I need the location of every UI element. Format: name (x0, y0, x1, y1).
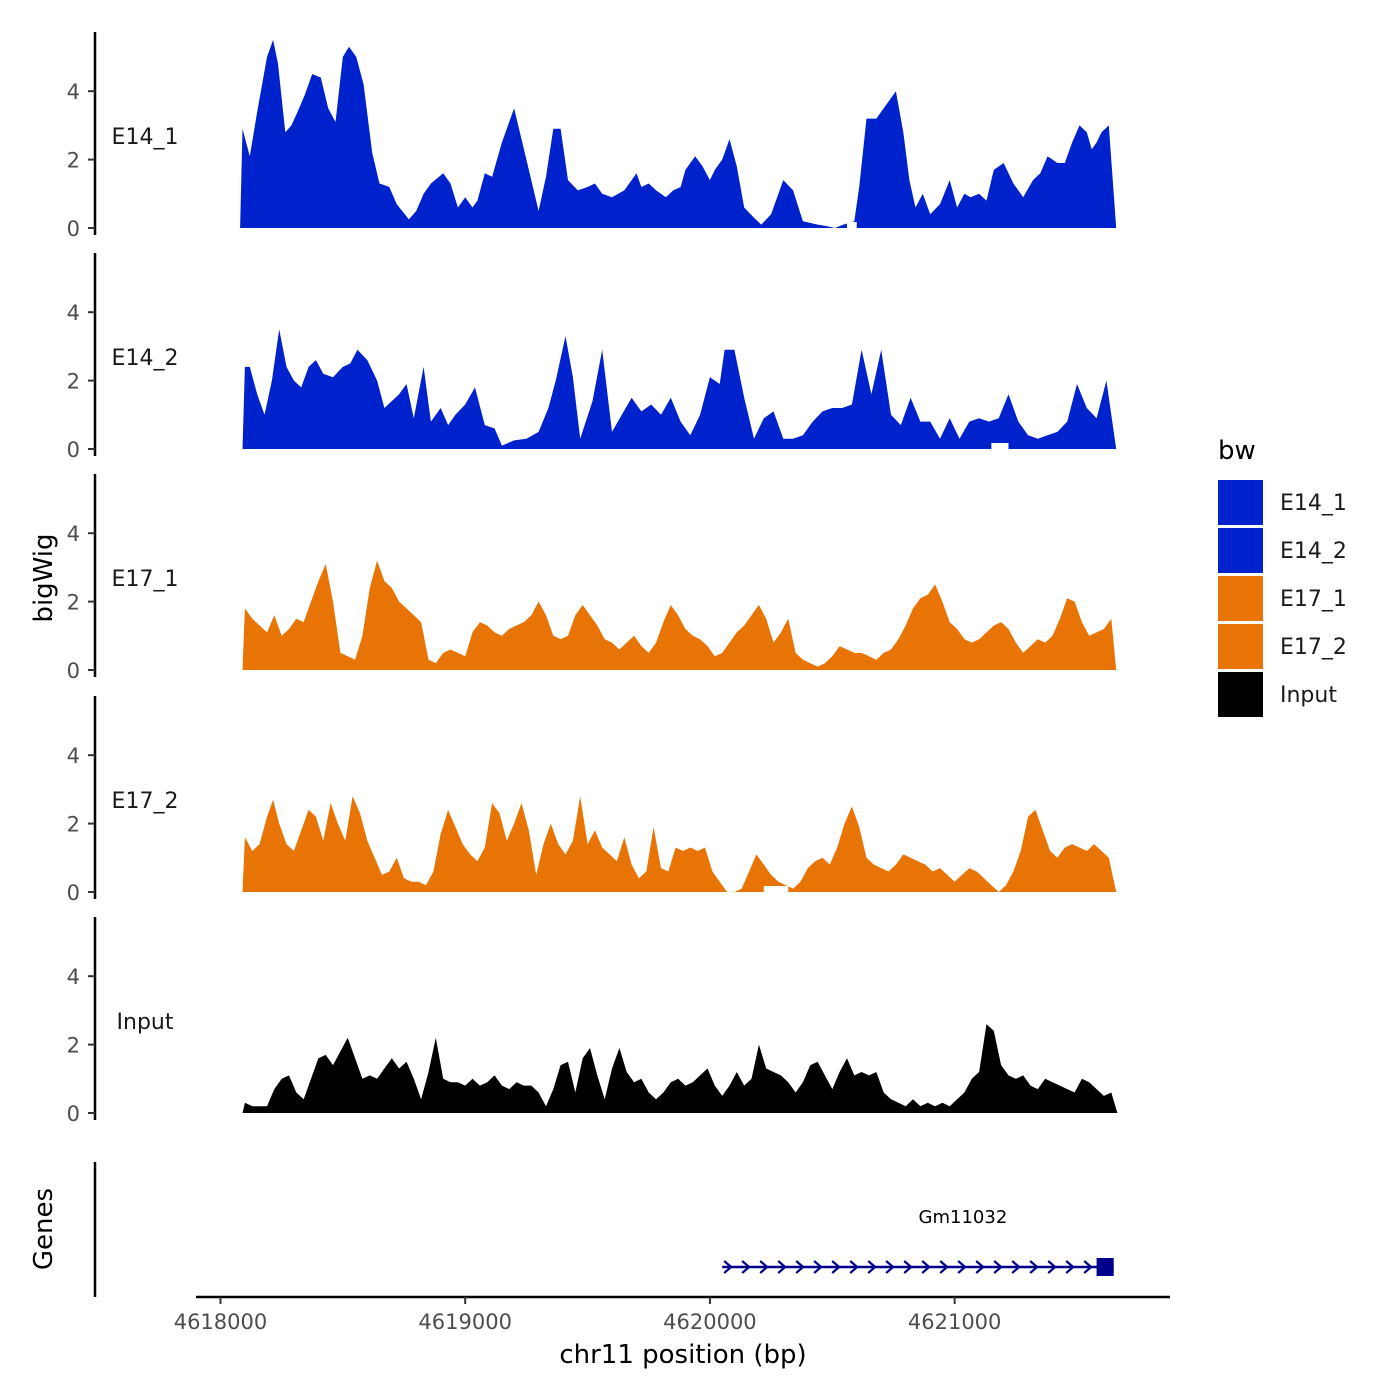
y-tick-label: 0 (67, 659, 80, 683)
legend-swatch-Input (1218, 672, 1263, 717)
x-tick-label: 4618000 (174, 1310, 268, 1334)
track-area-Input (242, 1024, 1118, 1113)
track-panels: 0 2 4 E14_1 0 2 4 E14_2 0 2 4 E17_1 0 2 4 E17_2 0 2 4 Input (67, 32, 1118, 1126)
track-area-E17_2 (242, 796, 1117, 892)
strand-chevron (975, 1260, 985, 1274)
strand-chevron (795, 1260, 805, 1274)
y-tick-label: 4 (67, 301, 80, 325)
strand-chevron (1047, 1260, 1057, 1274)
x-axis-title: chr11 position (bp) (559, 1340, 806, 1370)
track-area-E17_1 (242, 560, 1117, 670)
track-label: Input (117, 1010, 174, 1035)
track-E14_2: 0 2 4 E14_2 (67, 253, 1117, 462)
track-label: E17_1 (112, 567, 179, 592)
strand-chevron (1065, 1260, 1075, 1274)
track-area-E14_2 (242, 329, 1117, 449)
y-tick-label: 2 (67, 1034, 80, 1058)
legend-swatch-E17_2 (1218, 624, 1263, 669)
strand-chevron (921, 1260, 931, 1274)
legend-label-Input: Input (1280, 683, 1337, 708)
strand-chevron (831, 1260, 841, 1274)
y-tick-label: 0 (67, 438, 80, 462)
x-tick-label: 4620000 (663, 1310, 757, 1334)
strand-chevron (813, 1260, 823, 1274)
strand-chevron (903, 1260, 913, 1274)
legend-label-E14_1: E14_1 (1280, 491, 1347, 516)
y-tick-label: 4 (67, 522, 80, 546)
track-gap (846, 222, 857, 230)
y-tick-label: 2 (67, 370, 80, 394)
track-gap (763, 886, 789, 894)
gene-label: Gm11032 (919, 1207, 1008, 1228)
strand-chevron (993, 1260, 1003, 1274)
y-tick-label: 2 (67, 591, 80, 615)
y-tick-label: 2 (67, 813, 80, 837)
y-tick-label: 4 (67, 80, 80, 104)
y-tick-label: 4 (67, 744, 80, 768)
legend-label-E17_1: E17_1 (1280, 587, 1347, 612)
track-label: E17_2 (112, 789, 179, 814)
track-Input: 0 2 4 Input (67, 917, 1118, 1126)
genes-panel: Gm11032 (93, 1162, 1114, 1297)
y-tick-label: 4 (67, 965, 80, 989)
track-E17_2: 0 2 4 E17_2 (67, 696, 1117, 905)
y-tick-label: 0 (67, 217, 80, 241)
x-tick-label: 4619000 (418, 1310, 512, 1334)
strand-chevron (885, 1260, 895, 1274)
strand-chevron (849, 1260, 859, 1274)
strand-chevron (1011, 1260, 1021, 1274)
strand-chevron (1083, 1260, 1093, 1274)
legend-title: bw (1218, 436, 1256, 466)
strand-chevron (867, 1260, 877, 1274)
strand-chevron (723, 1260, 733, 1274)
y-tick-label: 0 (67, 1102, 80, 1126)
legend-label-E14_2: E14_2 (1280, 539, 1347, 564)
x-axis: 4618000 4619000 4620000 4621000 (174, 1295, 1170, 1334)
track-gap (991, 443, 1009, 451)
track-label: E14_1 (112, 125, 179, 150)
track-area-E14_1 (240, 39, 1117, 229)
y-tick-label: 2 (67, 149, 80, 173)
strand-chevron (939, 1260, 949, 1274)
gene-exon (1096, 1258, 1114, 1276)
strand-chevron (741, 1260, 751, 1274)
y-axis-title: bigWig (29, 533, 59, 622)
strand-chevron (759, 1260, 769, 1274)
track-E17_1: 0 2 4 E17_1 (67, 474, 1117, 683)
legend-swatch-E14_2 (1218, 528, 1263, 573)
x-tick-label: 4621000 (908, 1310, 1002, 1334)
strand-chevron (1029, 1260, 1039, 1274)
genes-axis-title: Genes (29, 1188, 59, 1270)
y-tick-label: 0 (67, 881, 80, 905)
legend-label-E17_2: E17_2 (1280, 635, 1347, 660)
strand-chevron (777, 1260, 787, 1274)
legend: bw E14_1 E14_2 E17_1 E17_2 Input (1218, 436, 1347, 717)
legend-swatch-E17_1 (1218, 576, 1263, 621)
strand-chevron (957, 1260, 967, 1274)
track-label: E14_2 (112, 346, 179, 371)
legend-swatch-E14_1 (1218, 480, 1263, 525)
track-E14_1: 0 2 4 E14_1 (67, 32, 1117, 241)
